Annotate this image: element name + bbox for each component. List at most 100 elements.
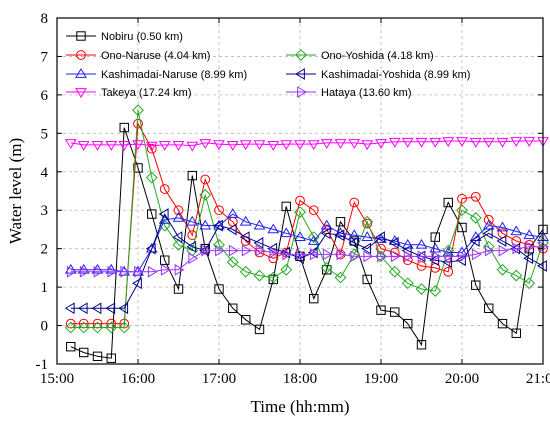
data-point xyxy=(120,265,131,278)
x-tick-label: 18:00 xyxy=(283,371,317,387)
data-point xyxy=(64,263,77,274)
data-point xyxy=(118,141,131,151)
data-point xyxy=(267,271,280,284)
data-point xyxy=(213,219,223,232)
data-point xyxy=(255,244,266,257)
data-point xyxy=(92,351,103,362)
data-point xyxy=(213,140,225,151)
data-point xyxy=(470,191,481,202)
data-point xyxy=(457,193,467,204)
data-point xyxy=(362,218,373,229)
data-point xyxy=(523,252,534,265)
legend-label: Ono-Yoshida (4.18 km) xyxy=(321,50,434,62)
data-point xyxy=(200,243,210,254)
data-point xyxy=(510,137,523,147)
data-point xyxy=(253,237,264,249)
data-point xyxy=(241,315,251,325)
data-point xyxy=(523,277,536,290)
data-point xyxy=(226,223,237,236)
data-point xyxy=(214,284,224,294)
data-point xyxy=(226,208,239,218)
data-point xyxy=(484,244,495,257)
data-point xyxy=(105,321,118,334)
data-point xyxy=(93,265,104,278)
legend-entry: Kashimadai-Yoshida (8.99 km) xyxy=(286,68,470,81)
legend-label: Ono-Naruse (4.04 km) xyxy=(101,50,210,62)
data-point xyxy=(77,302,88,315)
data-point xyxy=(253,269,266,282)
data-point xyxy=(336,248,347,261)
data-point xyxy=(65,318,76,329)
data-point xyxy=(471,280,481,290)
data-point xyxy=(106,318,117,329)
data-point xyxy=(390,307,400,317)
data-point xyxy=(320,227,331,240)
data-point xyxy=(267,242,278,255)
data-point xyxy=(497,318,508,329)
data-point xyxy=(442,137,455,147)
data-point xyxy=(320,261,333,274)
data-point xyxy=(401,277,414,290)
data-point xyxy=(280,140,293,151)
data-point xyxy=(349,197,360,208)
data-point xyxy=(363,250,374,263)
data-point xyxy=(511,328,521,338)
data-point xyxy=(484,303,494,313)
data-point xyxy=(482,137,495,148)
data-point xyxy=(186,240,197,253)
data-point xyxy=(79,347,89,358)
data-point xyxy=(496,221,509,232)
data-point xyxy=(457,222,467,233)
data-point xyxy=(134,265,144,278)
x-tick-label: 20:00 xyxy=(445,371,479,387)
series-4 xyxy=(64,208,547,315)
data-point xyxy=(294,140,306,151)
legend-entry: Ono-Naruse (4.04 km) xyxy=(66,50,210,62)
data-point xyxy=(429,254,440,267)
data-point xyxy=(429,285,442,297)
data-point xyxy=(215,244,225,257)
data-point xyxy=(308,205,319,216)
y-tick-label: 2 xyxy=(41,242,49,258)
data-point xyxy=(429,242,442,253)
data-point xyxy=(307,235,320,245)
series-1 xyxy=(65,118,548,329)
data-point xyxy=(226,141,239,151)
data-point xyxy=(118,321,131,334)
data-point xyxy=(66,342,76,352)
data-point xyxy=(320,139,333,149)
data-point xyxy=(239,231,250,244)
data-point xyxy=(147,265,158,278)
data-point xyxy=(77,321,90,334)
data-point xyxy=(402,255,413,266)
data-point xyxy=(430,232,440,242)
data-point xyxy=(200,174,211,185)
data-point xyxy=(307,231,320,244)
data-point xyxy=(228,244,239,257)
data-point xyxy=(147,209,157,219)
data-point xyxy=(401,137,414,148)
legend-label: Takeya (17.24 km) xyxy=(101,87,191,99)
data-point xyxy=(415,283,428,295)
legend: Nobiru (0.50 km) Ono-Naruse (4.04 km) Ono-… xyxy=(66,31,470,99)
data-point xyxy=(348,229,361,240)
data-point xyxy=(417,250,428,263)
y-axis-label: Water level (m) xyxy=(6,138,25,244)
data-point xyxy=(537,260,547,272)
series-5 xyxy=(64,137,549,152)
data-point xyxy=(269,246,280,259)
data-point xyxy=(361,140,374,151)
data-point xyxy=(469,137,482,148)
data-point xyxy=(361,242,372,255)
data-point xyxy=(91,321,104,334)
data-point xyxy=(458,250,468,263)
y-tick-label: 3 xyxy=(41,203,49,219)
data-point xyxy=(91,263,104,274)
y-tick-label: 5 xyxy=(41,126,49,142)
series-line xyxy=(70,140,543,147)
data-point xyxy=(297,86,307,98)
legend-entry: Nobiru (0.50 km) xyxy=(66,31,183,43)
data-point xyxy=(523,229,536,240)
data-point xyxy=(172,211,185,222)
